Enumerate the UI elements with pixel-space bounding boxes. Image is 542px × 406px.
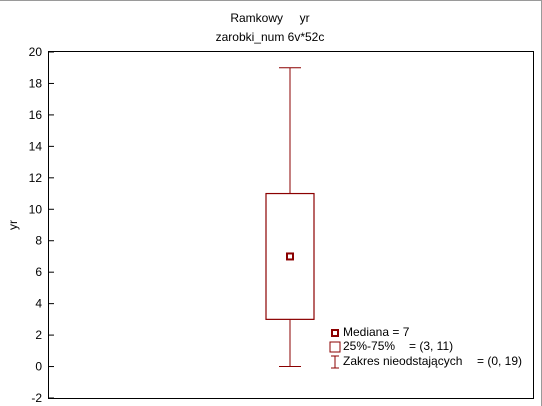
legend-box-symbol <box>329 341 341 353</box>
y-tick-label: 16 <box>29 108 43 122</box>
y-tick-label: 8 <box>35 234 42 248</box>
median-marker <box>286 252 294 261</box>
y-tick-label: 2 <box>35 328 42 342</box>
legend-median-symbol <box>331 329 339 337</box>
legend: Mediana = 725%-75% = (3, 11)Zakres nieods… <box>329 325 522 369</box>
interquartile-box <box>265 192 315 320</box>
y-tick-label: 10 <box>29 202 43 216</box>
y-tick-label: 4 <box>35 297 42 311</box>
chart-title: Ramkowy yr <box>230 11 309 25</box>
legend-box-label: 25%-75% <box>343 339 395 353</box>
y-tick-label: 20 <box>29 45 43 59</box>
y-tick-label: 6 <box>35 265 42 279</box>
box-plot <box>265 67 315 368</box>
y-tick-label: 12 <box>29 171 43 185</box>
y-axis-label: yr <box>6 220 20 230</box>
legend-range-label: Zakres nieodstających <box>343 354 462 368</box>
plot-area <box>48 51 534 399</box>
chart-subtitle: zarobki_num 6v*52c <box>216 30 325 44</box>
legend-range-value: = (0, 19) <box>477 354 522 368</box>
y-tick-label: -2 <box>31 391 42 405</box>
legend-box-value: = (3, 11) <box>409 339 453 353</box>
y-tick-label: 18 <box>29 76 43 90</box>
y-tick-label: 14 <box>29 139 43 153</box>
legend-median-label: Mediana = 7 <box>343 325 410 339</box>
y-tick-label: 0 <box>35 360 42 374</box>
y-axis: -2 0 2 4 6 8 10 12 14 16 18 20 <box>29 45 54 405</box>
